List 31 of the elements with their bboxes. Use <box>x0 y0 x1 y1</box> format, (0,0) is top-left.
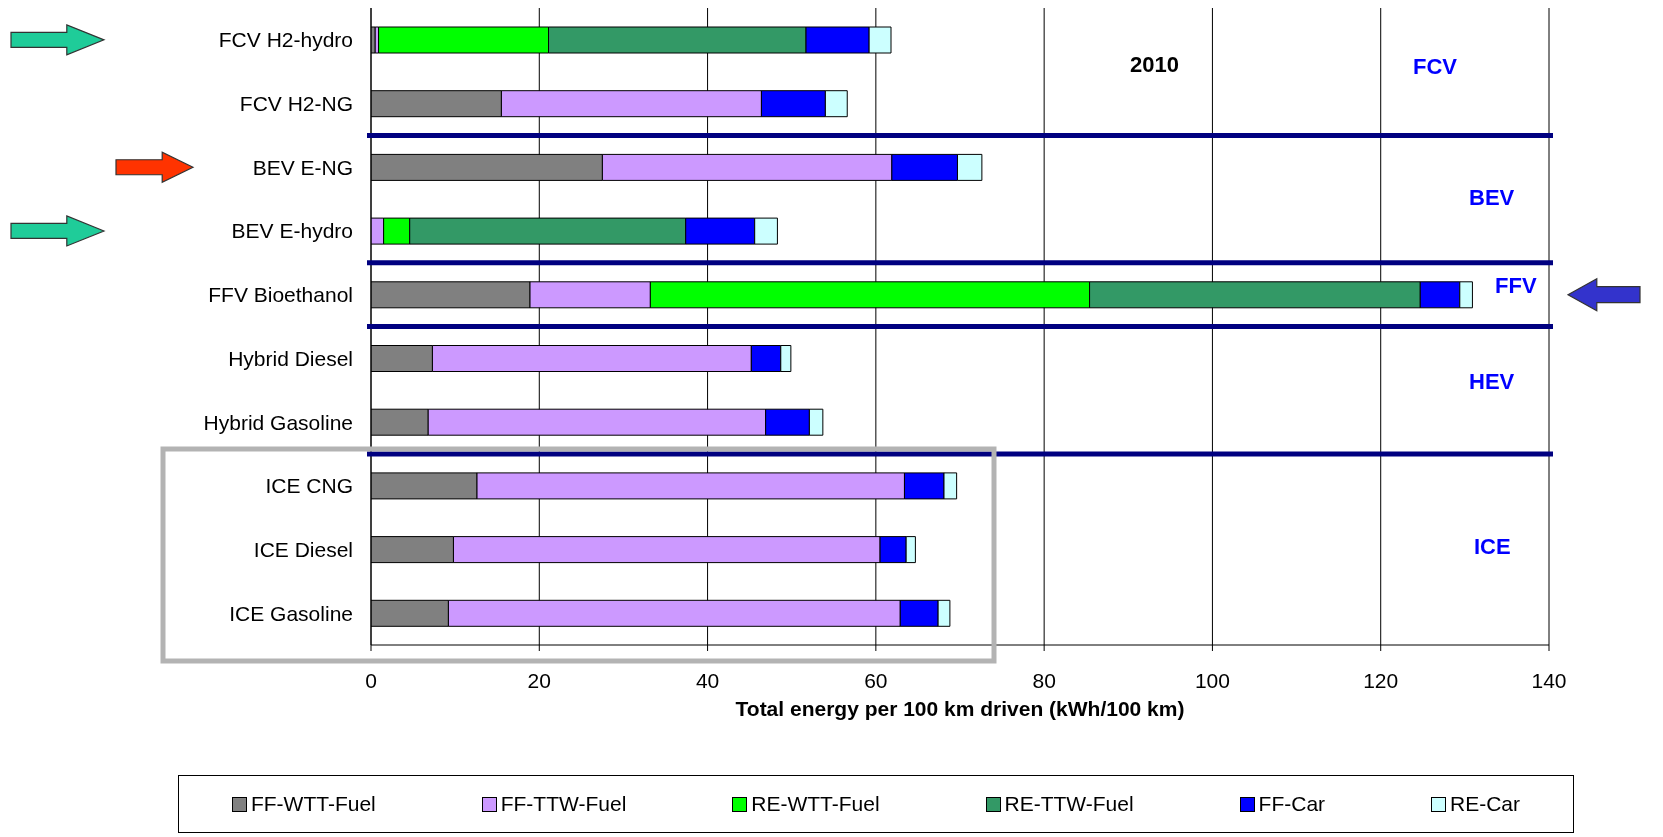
annotation: FFV <box>1495 273 1537 298</box>
legend-label: FF-WTT-Fuel <box>250 792 376 816</box>
x-tick-label: 40 <box>695 668 720 692</box>
y-tick-label: ICE Gasoline <box>229 601 353 625</box>
legend-label: RE-Car <box>1450 792 1521 816</box>
legend-label: FF-Car <box>1258 792 1326 816</box>
x-axis-title: Total energy per 100 km driven (kWh/100 km) <box>735 697 1185 720</box>
y-tick-label: BEV E-NG <box>252 155 353 179</box>
y-tick-label: Hybrid Diesel <box>228 346 353 370</box>
y-tick-label: ICE CNG <box>265 474 353 498</box>
y-tick-label: FCV H2-NG <box>239 92 353 116</box>
legend-label: RE-WTT-Fuel <box>751 792 880 816</box>
annotation: FCV <box>1413 54 1458 79</box>
y-tick-label: Hybrid Gasoline <box>203 410 353 434</box>
annotation: ICE <box>1474 534 1511 559</box>
annotation: BEV <box>1469 185 1515 210</box>
y-tick-label: FCV H2-hydro <box>218 28 353 52</box>
x-tick-label: 120 <box>1363 668 1399 692</box>
annotation: 2010 <box>1130 52 1179 77</box>
x-tick-label: 0 <box>365 668 377 692</box>
legend-label: RE-TTW-Fuel <box>1004 792 1134 816</box>
x-tick-label: 80 <box>1032 668 1056 692</box>
y-tick-label: ICE Diesel <box>253 537 353 561</box>
annotation: HEV <box>1469 369 1515 394</box>
legend-label: FF-TTW-Fuel <box>500 792 627 816</box>
x-tick-label: 20 <box>527 668 551 692</box>
x-tick-label: 140 <box>1531 668 1567 692</box>
y-tick-label: BEV E-hydro <box>231 219 353 243</box>
x-tick-label: 100 <box>1194 668 1230 692</box>
y-tick-label: FFV Bioethanol <box>208 283 353 307</box>
x-tick-label: 60 <box>864 668 888 692</box>
